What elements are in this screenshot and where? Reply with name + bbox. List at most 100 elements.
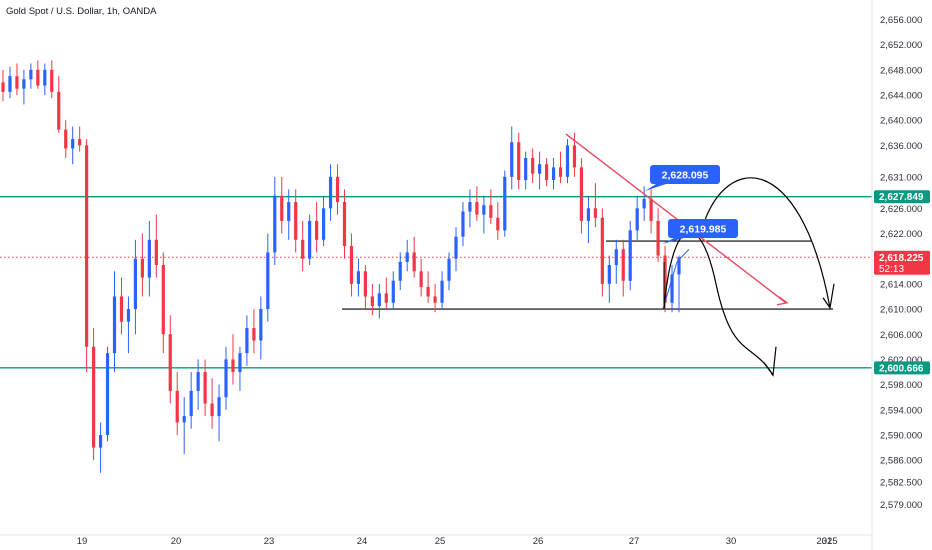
user-drawings: [565, 133, 835, 377]
candle-body: [531, 157, 535, 174]
price-axis[interactable]: 2,656.000 2,652.000 2,648.000 2,644.000 2,64…: [871, 0, 922, 550]
callout-label: 2,628.095: [662, 170, 709, 182]
y-tick-label: 2,640.000: [880, 116, 922, 127]
candle-body: [147, 239, 151, 278]
candle-body: [628, 230, 632, 281]
x-tick-label: 30: [726, 536, 737, 547]
candle-body: [349, 246, 354, 284]
candle-body: [363, 271, 367, 297]
price-badge-box: [874, 190, 930, 204]
candle-body: [29, 69, 33, 80]
candlestick-series: [1, 60, 681, 473]
x-tick-label: 19: [77, 536, 88, 547]
candle-body: [203, 372, 207, 404]
candle-body: [649, 198, 653, 221]
candle-body: [259, 309, 263, 341]
y-tick-label: 2,644.000: [880, 91, 922, 102]
candle-body: [635, 208, 639, 231]
chart-title: Gold Spot / U.S. Dollar, 1h, OANDA: [6, 6, 157, 17]
candle-body: [119, 296, 124, 322]
price-callout: 2,628.095: [645, 165, 720, 191]
candle-body: [315, 220, 319, 240]
candle-body: [607, 265, 611, 284]
candle-body: [71, 139, 75, 149]
candle-body: [370, 296, 374, 306]
price-badge: 2,627.849: [874, 190, 930, 204]
callout-pointer: [662, 238, 684, 244]
candle-body: [112, 296, 117, 354]
x-tick-label: 26: [533, 536, 544, 547]
candle-body: [266, 252, 270, 310]
black-arc-path: [699, 177, 831, 308]
x-tick-label: 20: [171, 536, 182, 547]
candle-body: [133, 258, 138, 310]
candle-body: [196, 372, 200, 391]
candle-body: [565, 145, 570, 177]
red-trend-line: [565, 133, 787, 304]
candle-body: [377, 293, 381, 306]
candle-body: [287, 202, 291, 221]
candle-body: [489, 205, 493, 218]
candle-body: [642, 198, 646, 209]
candle-body: [391, 280, 395, 303]
candle-body: [238, 353, 242, 373]
candle-body: [85, 145, 89, 347]
candle-body: [510, 142, 514, 177]
candle-body: [342, 202, 347, 247]
candle-body: [36, 69, 40, 86]
callout-box: [668, 219, 738, 238]
candle-body: [600, 217, 604, 284]
candle-body: [412, 252, 416, 272]
candle-body: [64, 129, 68, 149]
x-tick-label: 27: [629, 536, 640, 547]
candle-body: [538, 164, 542, 174]
candle-body: [579, 167, 584, 221]
y-tick-label: 2,586.000: [880, 456, 922, 467]
candle-body: [496, 217, 500, 231]
candle-body: [656, 220, 660, 256]
candle-body: [454, 236, 458, 259]
candle-body: [586, 208, 591, 221]
candle-body: [677, 257, 681, 275]
x-tick-label: 31: [822, 536, 833, 547]
y-tick-label: 2,582.500: [880, 478, 922, 489]
candle-body: [321, 208, 326, 240]
candle-body: [15, 76, 19, 89]
x-tick-label: 25: [435, 536, 446, 547]
price-badge-label: 2,600.666: [879, 363, 924, 374]
black-arrow-head: [763, 346, 777, 377]
price-callout: 2,619.985: [662, 219, 738, 244]
candle-body: [245, 327, 249, 354]
candle-body: [91, 346, 96, 448]
y-tick-label: 2,648.000: [880, 65, 922, 76]
y-tick-label: 2,594.000: [880, 405, 922, 416]
candle-body: [1, 82, 5, 92]
candle-body: [593, 208, 597, 218]
candle-body: [670, 274, 674, 303]
red-arrow-head: [776, 296, 789, 306]
candle-body: [126, 309, 131, 322]
candle-body: [482, 205, 486, 215]
blue-swing-line: [662, 248, 690, 310]
y-tick-label: 2,610.000: [880, 305, 922, 316]
candle-body: [572, 145, 577, 168]
y-tick-label: 2,656.000: [880, 15, 922, 26]
candle-body: [447, 258, 451, 281]
candle-body: [621, 249, 625, 281]
candle-body: [50, 69, 54, 92]
candle-body: [468, 202, 472, 212]
price-badge-box: [874, 361, 930, 375]
candle-body: [154, 239, 158, 265]
candle-body: [273, 195, 277, 253]
candle-body: [252, 327, 256, 341]
candle-body: [175, 390, 179, 423]
candle-body: [517, 142, 521, 180]
y-tick-label: 2,622.000: [880, 229, 922, 240]
candle-body: [210, 403, 214, 417]
callout-pointer: [645, 184, 666, 191]
y-tick-label: 2,626.000: [880, 204, 922, 215]
candle-body: [231, 359, 235, 373]
